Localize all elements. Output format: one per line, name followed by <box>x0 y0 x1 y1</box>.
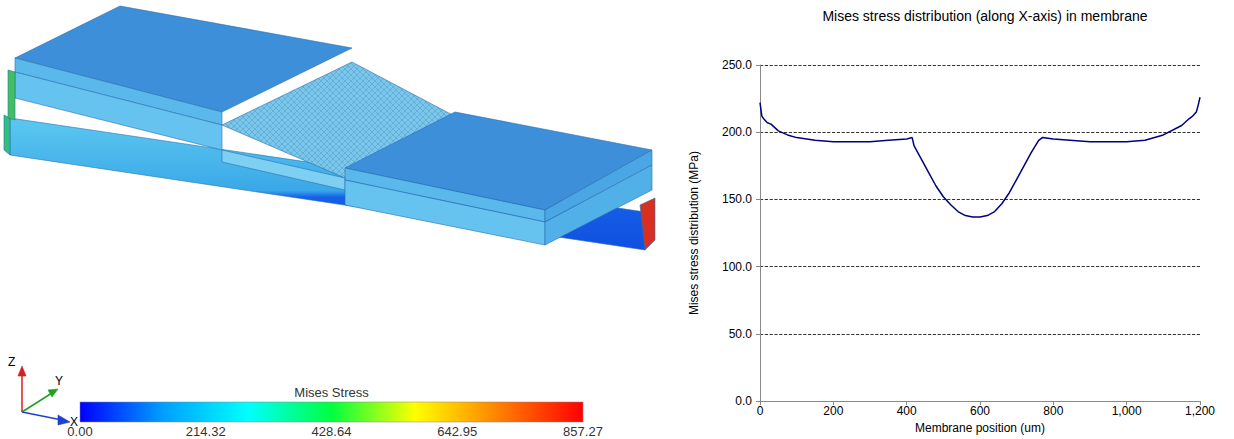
svg-text:1,000: 1,000 <box>1112 404 1142 418</box>
svg-text:857.27: 857.27 <box>563 424 603 439</box>
svg-text:214.32: 214.32 <box>186 424 226 439</box>
svg-text:0.00: 0.00 <box>67 424 92 439</box>
svg-text:200: 200 <box>823 404 843 418</box>
svg-text:Y: Y <box>55 374 63 388</box>
svg-text:100.0: 100.0 <box>722 260 752 274</box>
svg-text:800: 800 <box>1043 404 1063 418</box>
svg-text:600: 600 <box>970 404 990 418</box>
svg-text:X: X <box>70 415 78 429</box>
svg-text:400: 400 <box>897 404 917 418</box>
svg-text:642.95: 642.95 <box>437 424 477 439</box>
svg-text:1,200: 1,200 <box>1185 404 1215 418</box>
svg-text:0.0: 0.0 <box>735 394 752 408</box>
svg-text:428.64: 428.64 <box>312 424 352 439</box>
svg-text:Membrane position (um): Membrane position (um) <box>915 421 1045 435</box>
svg-text:Mises stress distribution (alo: Mises stress distribution (along X-axis)… <box>822 8 1147 24</box>
svg-text:Z: Z <box>8 355 15 369</box>
svg-text:Mises Stress: Mises Stress <box>294 385 369 400</box>
svg-text:0: 0 <box>757 404 764 418</box>
svg-text:50.0: 50.0 <box>729 327 753 341</box>
svg-text:250.0: 250.0 <box>722 58 752 72</box>
svg-text:150.0: 150.0 <box>722 192 752 206</box>
svg-text:200.0: 200.0 <box>722 125 752 139</box>
svg-text:Mises stress distribution (MPa: Mises stress distribution (MPa) <box>687 151 701 315</box>
